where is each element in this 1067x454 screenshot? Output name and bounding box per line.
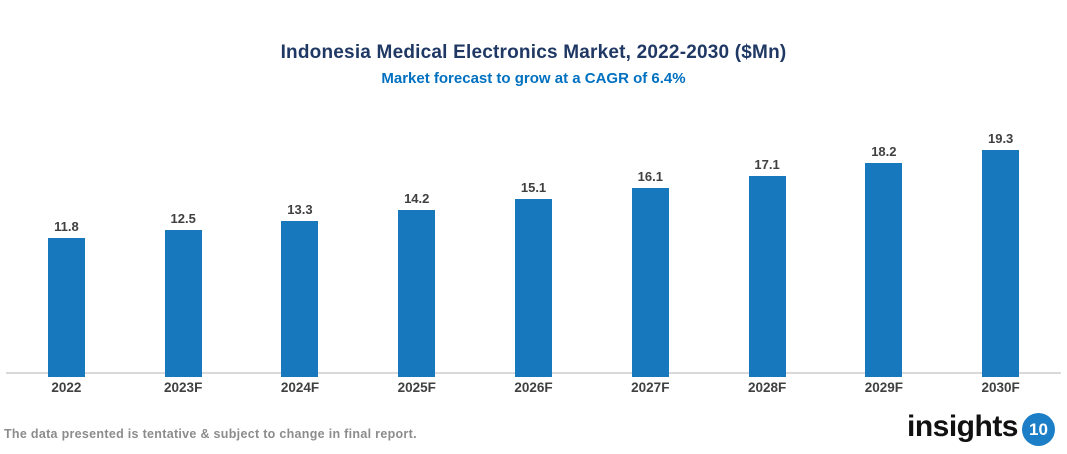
bar-2029F xyxy=(865,163,903,377)
x-axis-label-2023F: 2023F xyxy=(164,380,203,395)
bar-value-label: 13.3 xyxy=(287,202,313,217)
bar-2028F xyxy=(748,176,786,377)
bar-value-label: 17.1 xyxy=(754,157,780,172)
bar-2022 xyxy=(47,238,85,377)
bar-column: 13.3 xyxy=(242,100,359,377)
x-axis-label-2026F: 2026F xyxy=(514,380,553,395)
x-axis-label-2029F: 2029F xyxy=(864,380,903,395)
bar-column: 16.1 xyxy=(592,100,709,377)
bar-value-label: 15.1 xyxy=(520,180,547,195)
chart-subtitle: Market forecast to grow at a CAGR of 6.4… xyxy=(381,70,686,87)
x-axis-label-2028F: 2028F xyxy=(747,380,787,395)
x-axis-label-2022: 2022 xyxy=(51,380,82,395)
x-axis-label-2030F: 2030F xyxy=(981,380,1020,395)
bar-column: 19.3 xyxy=(942,100,1059,377)
bar-column: 11.8 xyxy=(8,100,125,377)
bar-2027F xyxy=(631,188,669,377)
x-axis-label-2027F: 2027F xyxy=(631,380,670,395)
bar-2023F xyxy=(164,230,202,377)
logo-text: insights xyxy=(906,410,1019,443)
bar-column: 12.5 xyxy=(125,100,242,377)
bar-2026F xyxy=(515,199,553,377)
bar-value-label: 14.2 xyxy=(404,191,430,206)
x-axis-label-2024F: 2024F xyxy=(280,380,320,395)
bar-value-label: 12.5 xyxy=(170,211,196,226)
bar-chart: 11.8 12.5 13.3 14.2 15.1 16.1 17.1 18.2 19.3 xyxy=(8,100,1059,377)
bar-column: 14.2 xyxy=(358,100,475,377)
bar-2025F xyxy=(398,210,436,377)
bar-2024F xyxy=(281,221,319,377)
x-axis-label-2025F: 2025F xyxy=(397,380,436,395)
bar-column: 17.1 xyxy=(709,100,826,377)
insights10-logo: insights 10 xyxy=(907,408,1055,446)
disclaimer-note: The data presented is tentative & subjec… xyxy=(4,427,417,441)
chart-title: Indonesia Medical Electronics Market, 20… xyxy=(280,42,787,63)
x-axis-labels: 2022 2023F 2024F 2025F 2026F 2027F 2028F 2029F 2… xyxy=(8,380,1059,395)
bar-value-label: 18.2 xyxy=(871,144,897,159)
bar-2030F xyxy=(982,150,1020,377)
bar-value-label: 11.8 xyxy=(54,219,79,234)
bar-column: 15.1 xyxy=(475,100,592,377)
bar-value-label: 19.3 xyxy=(987,131,1014,146)
bar-column: 18.2 xyxy=(825,100,942,377)
bar-value-label: 16.1 xyxy=(637,169,663,184)
logo-badge-icon: 10 xyxy=(1022,413,1055,446)
